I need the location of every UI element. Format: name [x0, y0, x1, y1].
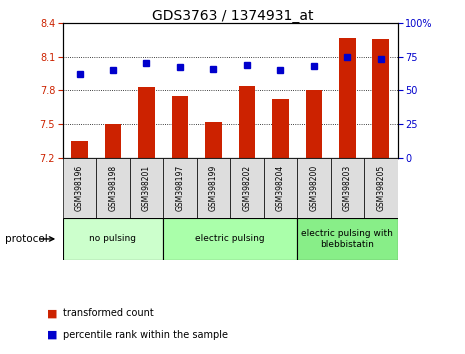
Bar [205, 122, 222, 158]
Text: ■: ■ [46, 330, 57, 339]
Bar [105, 124, 121, 158]
Text: percentile rank within the sample: percentile rank within the sample [63, 330, 228, 339]
Bar [163, 218, 297, 260]
Bar [331, 158, 364, 218]
Bar [63, 218, 163, 260]
Bar [138, 87, 155, 158]
Bar [339, 38, 356, 158]
Text: GSM398201: GSM398201 [142, 165, 151, 211]
Bar [297, 158, 331, 218]
Bar [197, 158, 230, 218]
Text: GSM398202: GSM398202 [242, 165, 252, 211]
Bar [130, 158, 163, 218]
Text: protocol: protocol [5, 234, 47, 244]
Text: electric pulsing: electric pulsing [195, 234, 265, 244]
Text: GSM398196: GSM398196 [75, 165, 84, 211]
Text: GSM398203: GSM398203 [343, 165, 352, 211]
Bar [264, 158, 297, 218]
Text: GSM398205: GSM398205 [376, 165, 385, 211]
Bar [239, 86, 255, 158]
Bar [163, 158, 197, 218]
Bar [71, 141, 88, 158]
Text: GSM398200: GSM398200 [309, 165, 319, 211]
Bar [63, 158, 96, 218]
Bar [364, 158, 398, 218]
Bar [372, 39, 389, 158]
Text: GDS3763 / 1374931_at: GDS3763 / 1374931_at [152, 9, 313, 23]
Bar [172, 96, 188, 158]
Bar [297, 218, 398, 260]
Text: electric pulsing with
blebbistatin: electric pulsing with blebbistatin [301, 229, 393, 249]
Bar [230, 158, 264, 218]
Text: GSM398204: GSM398204 [276, 165, 285, 211]
Text: GSM398198: GSM398198 [108, 165, 118, 211]
Text: ■: ■ [46, 308, 57, 318]
Bar [306, 90, 322, 158]
Text: no pulsing: no pulsing [89, 234, 137, 244]
Text: GSM398197: GSM398197 [175, 165, 185, 211]
Bar [272, 99, 289, 158]
Text: GSM398199: GSM398199 [209, 165, 218, 211]
Text: transformed count: transformed count [63, 308, 153, 318]
Bar [96, 158, 130, 218]
